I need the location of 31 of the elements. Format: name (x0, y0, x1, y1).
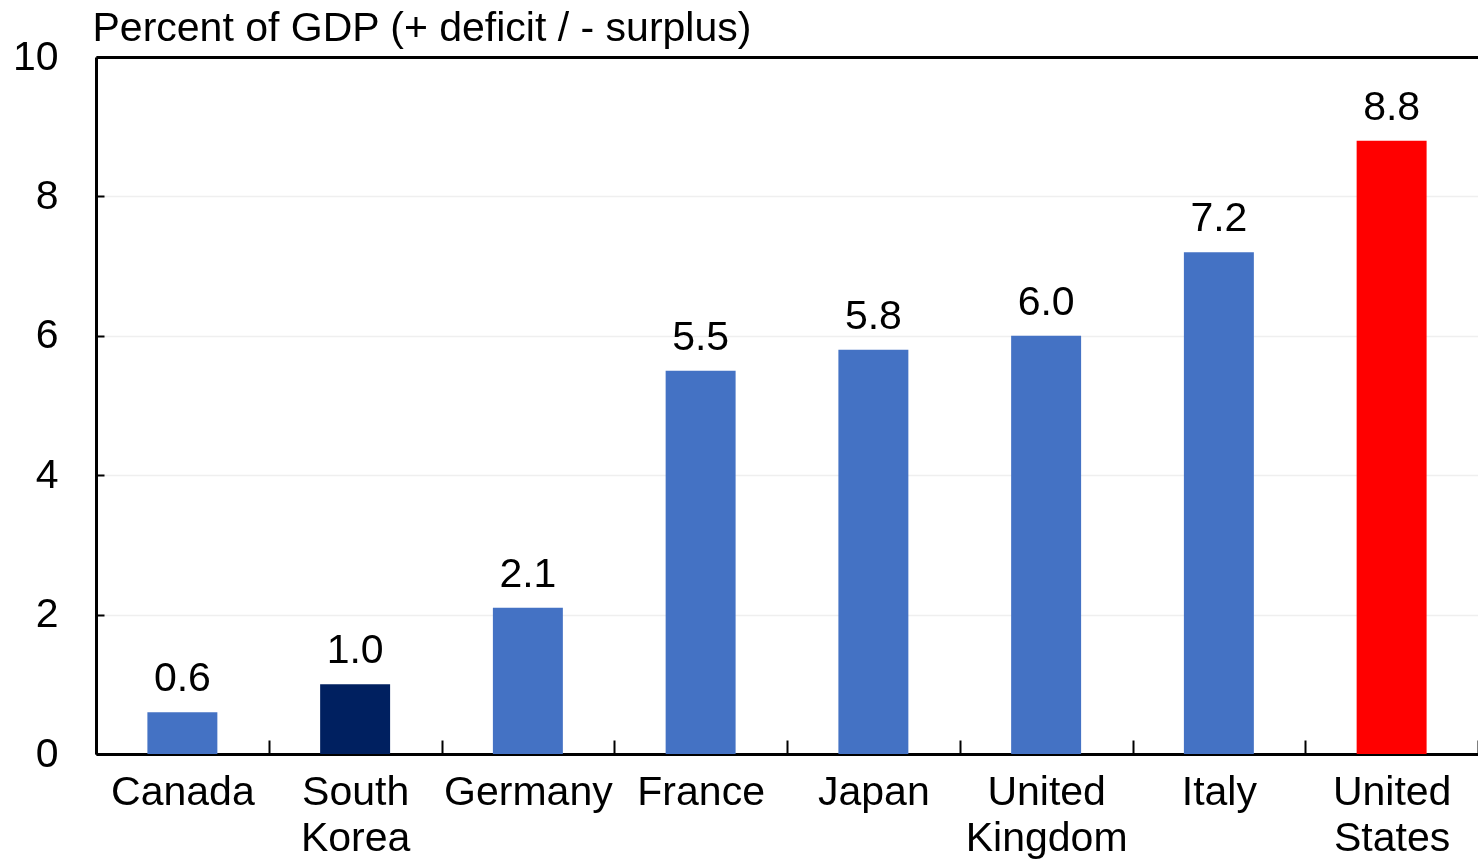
x-tick-label: France (637, 767, 765, 814)
bar (665, 370, 736, 754)
x-tick-label: Italy (1181, 767, 1258, 814)
y-tick-label: 8 (35, 171, 59, 218)
data-label: 6.0 (1017, 277, 1075, 324)
bar (492, 607, 563, 754)
data-label: 1.0 (326, 626, 384, 673)
bar (320, 684, 391, 754)
x-tick-label: Japan (818, 767, 930, 814)
y-tick-label: 6 (35, 311, 59, 358)
data-label: 7.2 (1190, 194, 1248, 241)
bar (1356, 140, 1427, 754)
y-tick-label: 2 (35, 590, 59, 637)
x-tick-label: Canada (111, 767, 255, 814)
x-tick-label: Germany (444, 767, 614, 814)
data-label: 5.8 (844, 291, 902, 338)
bar (1011, 335, 1082, 754)
data-label: 5.5 (672, 312, 730, 359)
x-tick-label: United Kingdom (965, 767, 1128, 860)
x-tick-label: United States (1332, 767, 1452, 860)
x-tick-label: South Korea (300, 767, 411, 860)
bar (147, 712, 218, 754)
data-label: 2.1 (499, 549, 557, 596)
y-tick-label: 0 (35, 729, 59, 776)
data-label: 0.6 (153, 654, 211, 701)
y-tick-label: 10 (12, 32, 59, 79)
y-axis-title: Percent of GDP (+ deficit / - surplus) (92, 3, 752, 50)
y-tick-label: 4 (35, 450, 59, 497)
bar (1183, 252, 1254, 754)
bar (838, 349, 909, 754)
data-label: 8.8 (1363, 82, 1421, 129)
